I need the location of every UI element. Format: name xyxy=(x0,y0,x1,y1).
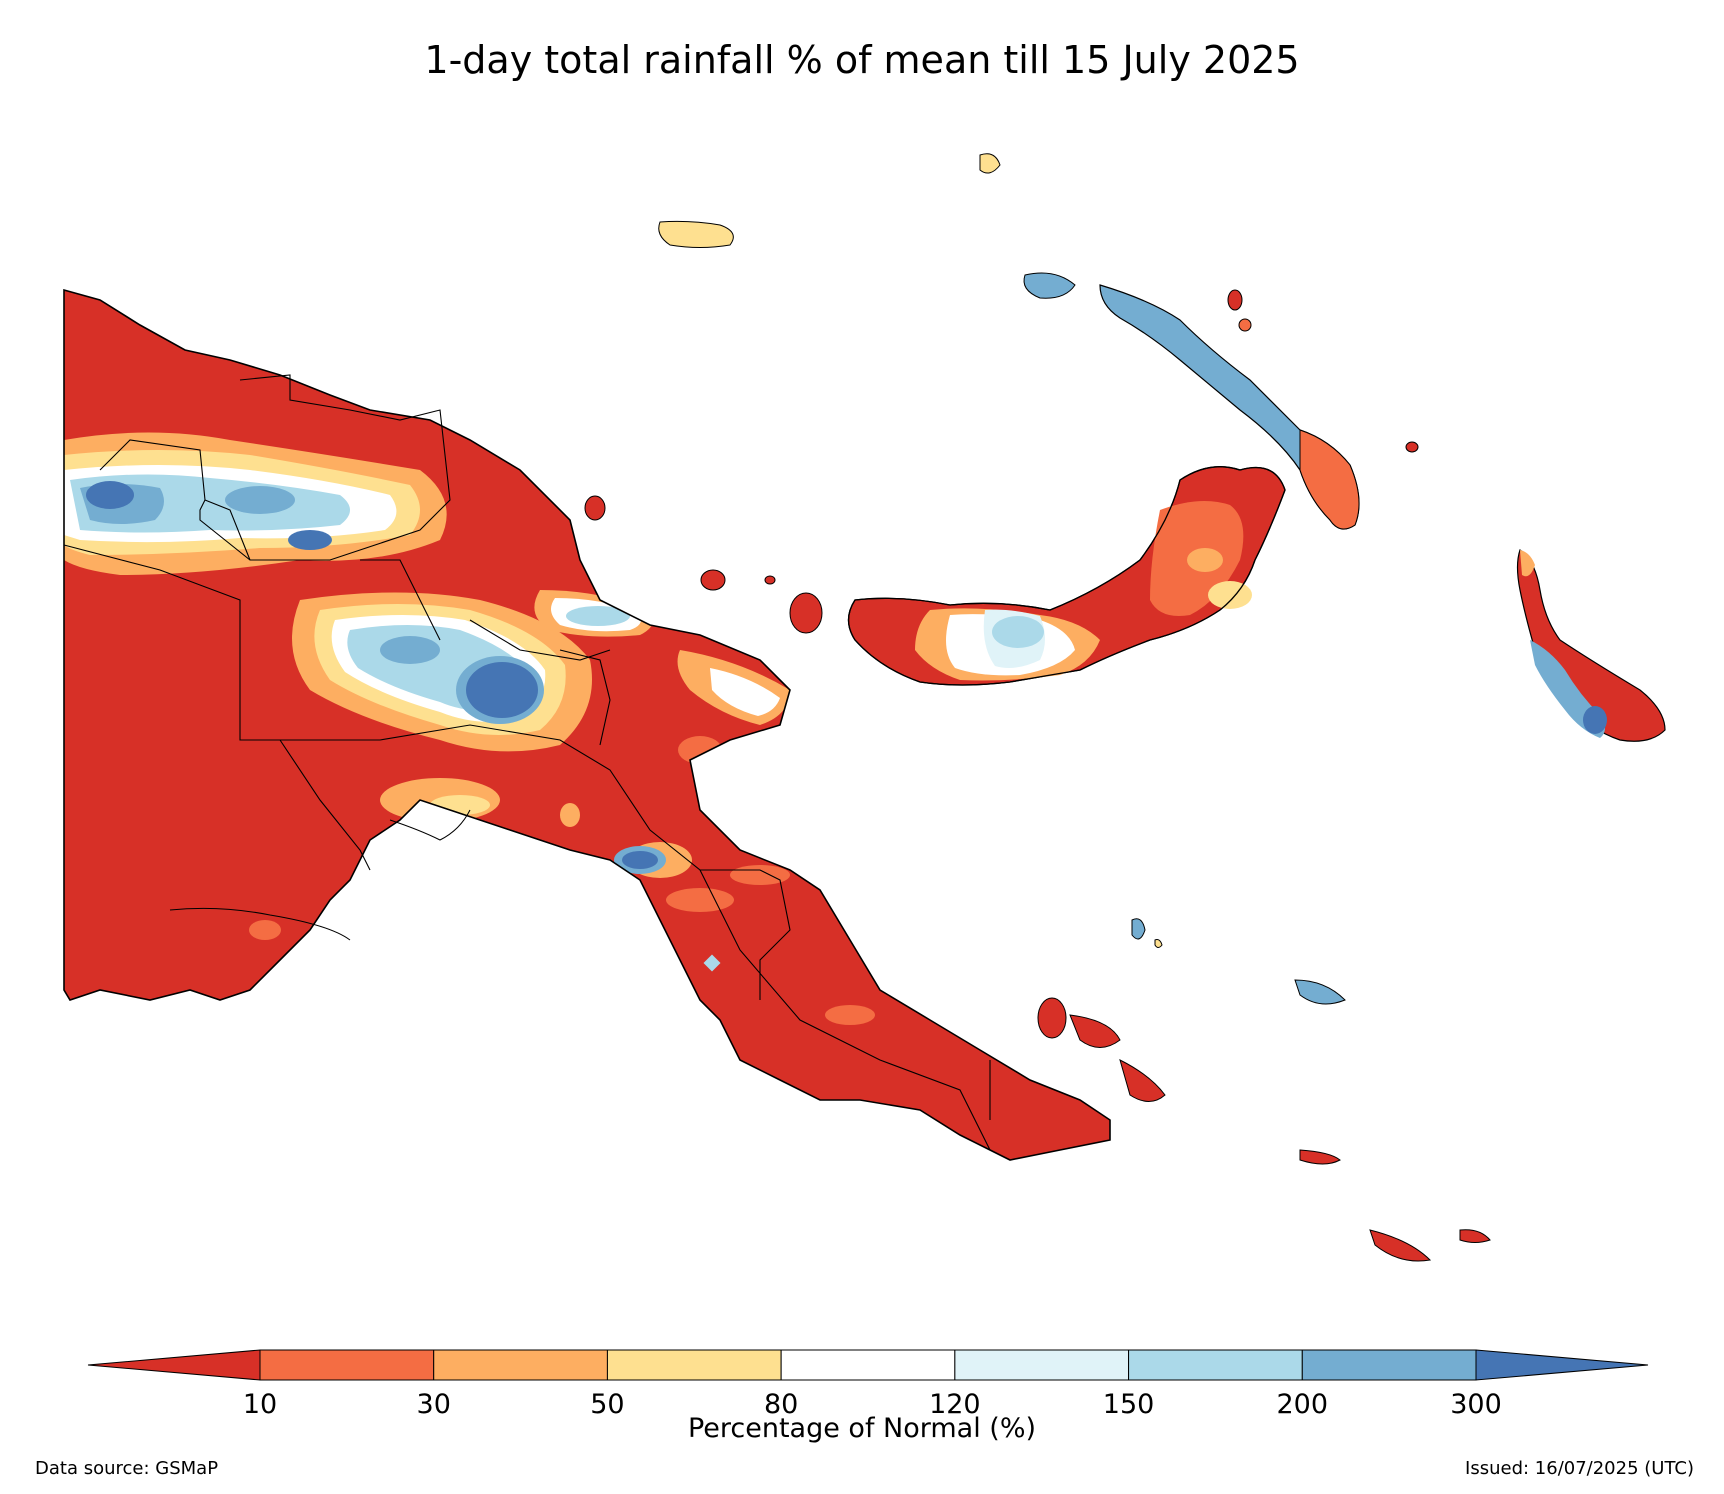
data-source: Data source: GSMaP xyxy=(35,1458,219,1479)
south-coast-reefs xyxy=(169,809,471,941)
new-britain xyxy=(847,466,1286,686)
bougainville xyxy=(1516,549,1666,742)
colorbar-tick-label: 200 xyxy=(1277,1389,1329,1420)
colorbar-bin xyxy=(1475,1349,1649,1381)
colorbar-tick-label: 80 xyxy=(764,1389,798,1420)
colorbar-tick-label: 30 xyxy=(417,1389,451,1420)
colorbar-label: Percentage of Normal (%) xyxy=(687,1413,1037,1444)
colorbar-bin xyxy=(780,1349,956,1381)
colorbar-bin xyxy=(87,1349,261,1381)
colorbar-bin xyxy=(954,1349,1130,1381)
southern-highlands-wet-zone xyxy=(292,592,592,752)
colorbar-bin xyxy=(259,1349,435,1381)
province-boundaries xyxy=(63,374,991,1151)
north-coast-wet-zone xyxy=(534,590,790,725)
issued-date: Issued: 16/07/2025 (UTC) xyxy=(1465,1458,1694,1479)
offshore-islands xyxy=(584,289,1491,1262)
colorbar-tick-label: 50 xyxy=(590,1389,624,1420)
highlands-wet-zone xyxy=(64,432,447,575)
mainland xyxy=(63,289,1111,1161)
colorbar-tick-label: 10 xyxy=(243,1389,277,1420)
colorbar-bin xyxy=(1301,1349,1477,1381)
colorbar-tick-label: 300 xyxy=(1450,1389,1502,1420)
manus-island xyxy=(658,153,1001,248)
colorbar-bin xyxy=(1128,1349,1303,1381)
colorbar-bin xyxy=(433,1349,608,1381)
new-ireland xyxy=(1023,272,1360,530)
colorbar-tick-label: 150 xyxy=(1103,1389,1155,1420)
colorbar-tick-label: 120 xyxy=(929,1389,981,1420)
map-title: 1-day total rainfall % of mean till 15 J… xyxy=(424,38,1300,82)
colorbar-bin xyxy=(606,1349,782,1381)
